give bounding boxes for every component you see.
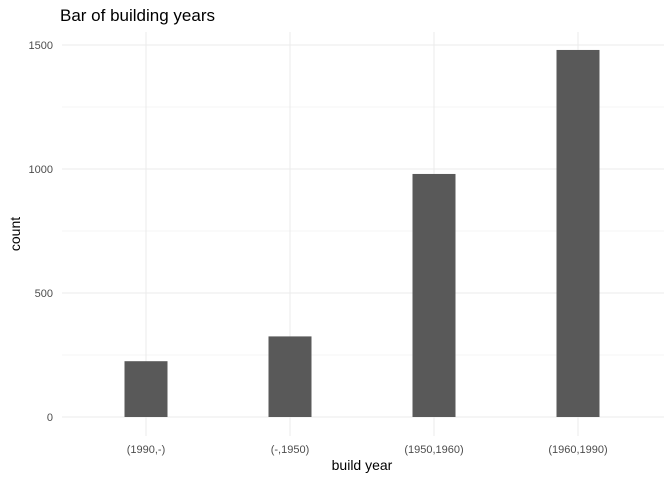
y-tick-label: 500 xyxy=(35,288,53,300)
x-tick-label: (1960,1990) xyxy=(548,444,607,456)
x-axis-title: build year xyxy=(332,457,393,473)
bars xyxy=(124,49,600,418)
y-tick-labels: 0 500 1000 1500 xyxy=(29,40,53,424)
bar xyxy=(412,173,456,417)
bar xyxy=(124,361,168,417)
y-axis-title: count xyxy=(7,217,23,251)
y-tick-label: 1500 xyxy=(29,40,53,52)
x-tick-labels: (1990,-) (-,1950) (1950,1960) (1960,1990) xyxy=(127,444,608,456)
y-tick-label: 1000 xyxy=(29,164,53,176)
x-tick-label: (-,1950) xyxy=(271,444,310,456)
chart-title: Bar of building years xyxy=(60,6,215,25)
bar xyxy=(556,49,600,418)
x-tick-label: (1950,1960) xyxy=(404,444,463,456)
bar xyxy=(268,336,312,417)
x-tick-label: (1990,-) xyxy=(127,444,166,456)
y-tick-label: 0 xyxy=(47,412,53,424)
